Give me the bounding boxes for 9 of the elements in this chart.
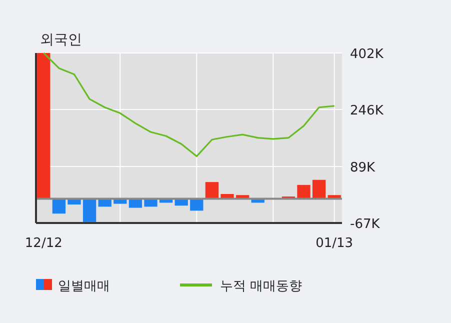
chart-title: 외국인 [40,32,82,48]
legend-label: 누적 매매동향 [220,279,302,294]
y-tick-label: 402K [350,47,384,62]
x-tick-label: 01/13 [316,236,354,251]
x-tick-label: 12/12 [24,236,62,251]
legend-label: 일별매매 [58,279,110,294]
y-tick-label: 89K [350,160,376,176]
y-tick-label: 246K [350,104,384,119]
y-tick-label: -67K [350,217,380,232]
